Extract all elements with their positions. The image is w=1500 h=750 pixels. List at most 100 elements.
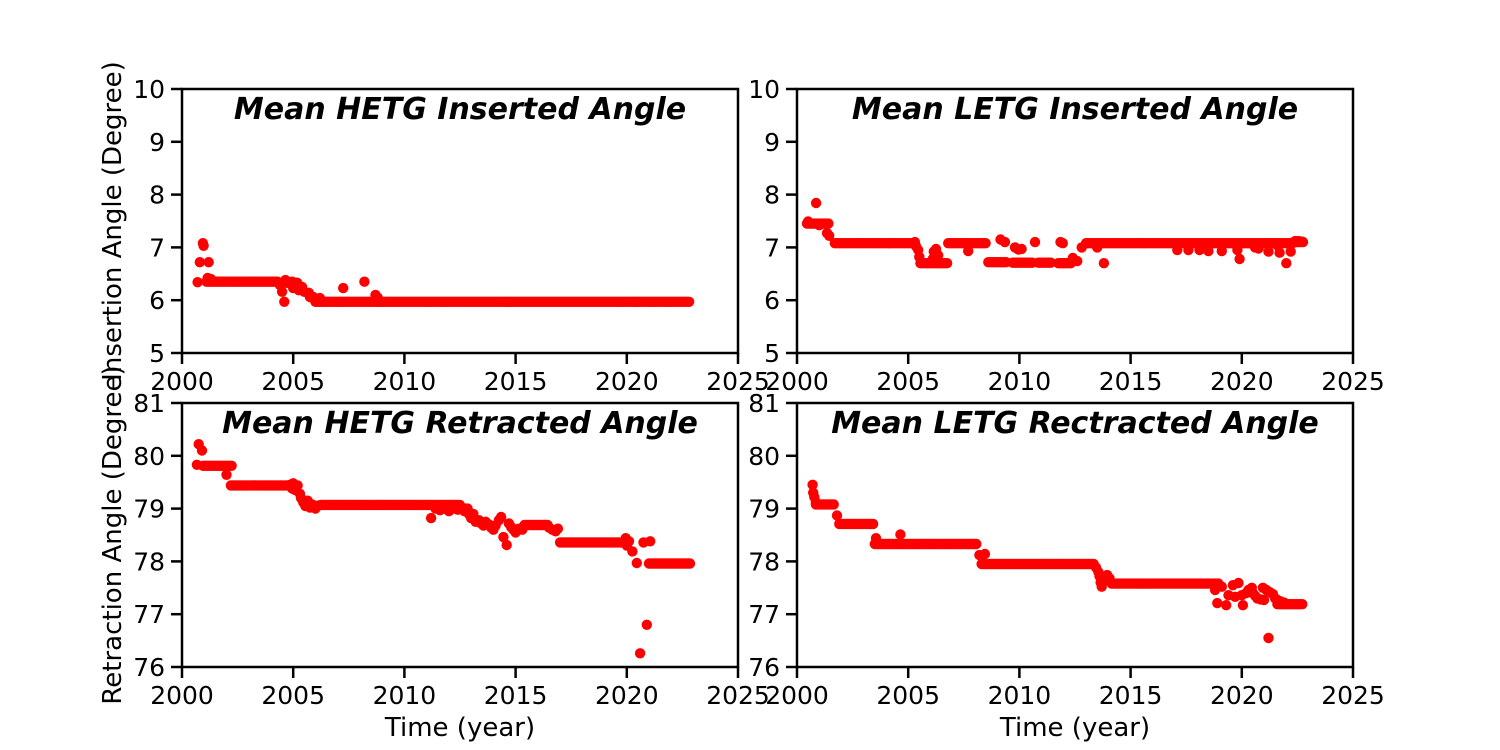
axis-tick-labels: 2000 2005 2010 2015 2020 2025 76 77 78 79 80 81 xyxy=(748,389,1385,710)
data-point xyxy=(810,497,822,508)
data-point xyxy=(810,197,822,209)
data-point xyxy=(828,499,839,510)
data-point xyxy=(191,459,203,470)
data-point xyxy=(999,236,1011,248)
plot-hetg-inserted-axes: 2000 2005 2010 2015 2020 2025 5 6 7 8 9 10 xyxy=(133,75,770,396)
data-point xyxy=(1237,600,1249,611)
data-point xyxy=(641,619,652,630)
data-point xyxy=(1233,577,1244,589)
x-tick-label: 2000 xyxy=(765,367,829,396)
data-point xyxy=(1216,245,1227,257)
data-point xyxy=(1253,243,1264,254)
plot-letg-retracted-axes: 2000 2005 2010 2015 2020 2025 76 77 78 79 80 81 xyxy=(748,389,1385,710)
data-point xyxy=(627,546,638,557)
data-point xyxy=(313,500,324,511)
y-tick-label: 7 xyxy=(764,233,780,262)
x-tick-label: 2000 xyxy=(150,681,214,710)
data-point xyxy=(1045,257,1056,268)
y-tick-label: 10 xyxy=(133,75,165,104)
x-tick-label: 2015 xyxy=(1099,367,1163,396)
data-point xyxy=(1057,238,1068,249)
data-point xyxy=(372,292,383,303)
y-axis-label-retraction-angle: Retraction Angle (Degree) xyxy=(98,365,128,705)
data-point xyxy=(192,277,203,288)
axis-tick-labels: 2000 2005 2010 2015 2020 2025 76 77 78 79 80 81 xyxy=(133,389,770,710)
x-tick-label: 2025 xyxy=(1321,681,1385,710)
scatter-points xyxy=(807,479,1308,644)
data-point xyxy=(495,511,507,523)
y-tick-label: 78 xyxy=(133,547,165,576)
x-tick-label: 2010 xyxy=(373,367,437,396)
data-point xyxy=(684,558,696,569)
y-tick-label: 78 xyxy=(748,547,780,576)
x-tick-label: 2005 xyxy=(261,681,325,710)
data-point xyxy=(1216,581,1227,592)
data-point xyxy=(425,512,437,524)
data-point xyxy=(196,445,208,456)
data-point xyxy=(914,251,925,263)
data-point xyxy=(1203,245,1214,257)
data-point xyxy=(203,257,214,268)
data-point xyxy=(498,531,509,543)
data-point xyxy=(1296,236,1307,247)
x-tick-label: 2020 xyxy=(595,367,659,396)
data-point xyxy=(1232,244,1243,256)
y-tick-label: 81 xyxy=(133,389,165,418)
data-point xyxy=(1221,600,1232,611)
plot-title-letg-inserted: Mean LETG Inserted Angle xyxy=(851,92,1299,127)
axis-ticks xyxy=(171,87,740,364)
x-tick-label: 2025 xyxy=(706,681,770,710)
data-point xyxy=(831,510,843,521)
y-tick-label: 9 xyxy=(149,128,165,157)
y-tick-label: 79 xyxy=(748,495,780,524)
y-tick-label: 9 xyxy=(764,128,780,157)
data-point xyxy=(1234,253,1245,265)
data-point xyxy=(1016,243,1027,255)
data-point xyxy=(870,533,882,544)
plot-letg-inserted-axes: 2000 2005 2010 2015 2020 2025 5 6 7 8 9 10 xyxy=(748,75,1385,396)
data-point xyxy=(314,292,326,304)
data-point xyxy=(226,460,237,471)
x-tick-label: 2015 xyxy=(484,681,548,710)
axis-tick-labels: 2000 2005 2010 2015 2020 2025 5 6 7 8 9 10 xyxy=(133,75,770,396)
y-axis-label-insertion-angle: Insertion Angle (Degree) xyxy=(98,61,128,381)
axis-ticks xyxy=(171,401,740,678)
x-tick-label: 2005 xyxy=(261,367,325,396)
x-tick-label: 2000 xyxy=(150,367,214,396)
y-tick-label: 5 xyxy=(764,339,780,368)
data-point xyxy=(221,469,232,480)
y-tick-label: 6 xyxy=(149,286,165,315)
x-tick-label: 2020 xyxy=(1210,367,1274,396)
x-axis-label-time-left: Time (year) xyxy=(384,713,536,743)
data-point xyxy=(292,480,303,491)
data-point xyxy=(552,523,564,534)
data-point xyxy=(979,548,991,560)
data-point xyxy=(683,296,695,307)
data-point xyxy=(623,536,635,547)
axes-frame xyxy=(795,87,1355,355)
data-point xyxy=(1297,599,1308,610)
scatter-points xyxy=(801,197,1309,269)
axes-frame xyxy=(795,401,1355,669)
y-tick-label: 76 xyxy=(748,653,780,682)
y-tick-label: 77 xyxy=(133,600,165,629)
plot-title-hetg-inserted: Mean HETG Inserted Angle xyxy=(233,92,687,127)
data-point xyxy=(1076,242,1087,253)
data-point xyxy=(971,538,982,550)
x-tick-label: 2005 xyxy=(876,681,940,710)
data-point xyxy=(1172,244,1183,256)
x-tick-label: 2015 xyxy=(1099,681,1163,710)
data-point xyxy=(1092,242,1103,253)
data-point xyxy=(1098,258,1110,269)
data-point xyxy=(963,245,974,257)
data-point xyxy=(434,505,446,516)
data-point xyxy=(205,273,217,285)
data-point xyxy=(1274,247,1285,258)
axes-frame xyxy=(180,401,740,669)
y-tick-label: 5 xyxy=(149,339,165,368)
data-point xyxy=(1072,255,1083,267)
x-tick-label: 2020 xyxy=(1210,681,1274,710)
x-tick-label: 2005 xyxy=(876,367,940,396)
x-tick-label: 2015 xyxy=(484,367,548,396)
